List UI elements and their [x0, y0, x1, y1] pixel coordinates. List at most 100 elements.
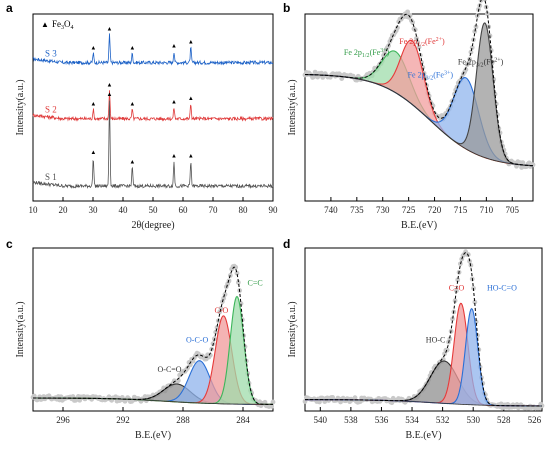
series-label-S2: S 2 — [45, 105, 57, 115]
peak-marker: ▲ — [90, 45, 96, 51]
raw-data-point — [233, 264, 239, 270]
panel-d: d 540 538 536 534 532 530 528 526 B.E.(eV) Intensi… — [283, 237, 545, 441]
raw-data-point — [485, 11, 490, 17]
x-tick-label-c: 284 — [236, 415, 250, 425]
peak-annotation-b-2: Fe 2p3/2(Fe3+) — [408, 71, 454, 82]
raw-data-point — [410, 20, 416, 25]
peak-marker: ▲ — [171, 154, 177, 160]
raw-data-point — [302, 399, 308, 404]
y-axis-label-c: Intensity(a.u.) — [15, 301, 26, 357]
raw-data-point — [463, 67, 469, 73]
x-tick-label-b: 705 — [506, 205, 520, 215]
component-fill-b-1 — [305, 40, 533, 166]
peak-marker: ▲ — [107, 27, 113, 33]
x-tick-label-b: 715 — [454, 205, 468, 215]
x-axis-label-c: B.E.(eV) — [135, 430, 171, 441]
x-tick-label-d: 526 — [528, 415, 542, 425]
x-tick-label-b: 725 — [402, 205, 416, 215]
panel-letter-d: d — [283, 237, 290, 251]
panel-letter-b: b — [283, 1, 290, 15]
x-tick-label-b: 730 — [376, 205, 390, 215]
component-fill-c-3 — [33, 296, 273, 405]
x-tick-label-d: 540 — [314, 415, 328, 425]
series-line-S1 — [32, 100, 274, 189]
peak-annotation-c-2: C-O — [215, 306, 229, 315]
envelope-b — [304, 0, 534, 167]
series-label-S3: S 3 — [45, 49, 57, 59]
peak-annotation-d-0: HO-C — [426, 336, 446, 345]
peak-marker: ▲ — [171, 43, 177, 49]
raw-data-point — [416, 44, 422, 50]
x-tick-label-a: 60 — [179, 205, 189, 215]
legend-a: ▲ Fe3O4 — [41, 19, 74, 31]
peak-marker: ▲ — [171, 100, 177, 106]
raw-data-point — [444, 347, 450, 353]
component-fill-b-3 — [305, 22, 533, 166]
series-line-S2 — [32, 90, 274, 122]
raw-data-point — [447, 336, 453, 342]
x-tick-label-c: 292 — [116, 415, 130, 425]
peak-marker: ▲ — [129, 45, 135, 51]
raw-data-point — [270, 399, 276, 405]
x-axis-label-d: B.E.(eV) — [405, 430, 441, 441]
raw-data-point — [407, 13, 413, 18]
y-axis-label-d: Intensity(a.u.) — [287, 301, 298, 357]
raw-data-point — [415, 39, 421, 45]
plot-frame-d — [304, 247, 543, 412]
peak-annotation-d-1: C=O — [449, 283, 465, 292]
raw-data-point — [207, 352, 213, 358]
x-tick-label-a: 50 — [149, 205, 159, 215]
raw-data-point — [472, 29, 478, 34]
peak-marker: ▲ — [107, 83, 113, 89]
x-tick-label-d: 532 — [436, 415, 450, 425]
peak-annotation-b-3: Fe 2p3/2(Fe2+) — [458, 58, 504, 69]
x-tick-label-a: 10 — [29, 205, 39, 215]
y-axis-label-b: Intensity(a.u.) — [287, 79, 298, 135]
raw-data-point — [469, 45, 475, 50]
x-tick-label-d: 530 — [466, 415, 480, 425]
panel-letter-c: c — [6, 237, 13, 251]
x-axis-label-b: B.E.(eV) — [401, 220, 437, 231]
raw-data-point — [221, 295, 227, 301]
plot-frame-a — [32, 13, 274, 202]
panel-c: c 296 292 288 284 B.E.(eV) Intensity(a.u.) O-C=… — [6, 237, 276, 441]
peak-marker: ▲ — [188, 96, 194, 102]
panel-b: b 740 735 730 725 720 715 710 705 B.E.(eV) Intensi… — [283, 0, 536, 231]
raw-data-point — [213, 329, 219, 335]
raw-data-point — [405, 9, 410, 15]
x-tick-label-d: 536 — [375, 415, 389, 425]
raw-data-point — [455, 277, 461, 283]
peak-marker: ▲ — [90, 150, 96, 156]
peak-marker: ▲ — [107, 92, 113, 98]
raw-data-point — [269, 403, 275, 409]
envelope-d — [305, 252, 542, 407]
peak-annotation-c-3: C=C — [248, 279, 263, 288]
x-tick-label-b: 740 — [324, 205, 338, 215]
raw-data-point — [468, 49, 474, 55]
raw-data-point — [235, 280, 241, 285]
x-tick-label-a: 20 — [59, 205, 69, 215]
peak-annotation-d-2: HO-C=O — [487, 283, 517, 292]
x-tick-label-c: 296 — [56, 415, 70, 425]
raw-data-point — [218, 306, 224, 311]
legend-marker-a: ▲ — [41, 20, 49, 29]
peak-annotation-b-1: Fe 2p1/2(Fe2+) — [399, 37, 445, 48]
raw-data-point — [473, 24, 479, 30]
raw-data-point — [317, 399, 322, 405]
y-axis-label-a: Intensity(a.u.) — [15, 79, 26, 135]
x-tick-label-d: 534 — [405, 415, 419, 425]
component-fill-d-0 — [305, 361, 542, 406]
peak-marker: ▲ — [188, 40, 194, 46]
x-tick-label-b: 710 — [480, 205, 494, 215]
baseline-b — [304, 74, 534, 167]
peak-marker: ▲ — [129, 159, 135, 165]
raw-data-point — [520, 160, 526, 166]
plot-frame-b — [304, 13, 534, 202]
panel-a: a 10 20 30 40 50 60 70 80 90 2θ(degree) Intensity(a… — [6, 1, 278, 231]
raw-data-point — [352, 395, 358, 401]
raw-data-point — [214, 325, 220, 330]
x-tick-label-a: 80 — [239, 205, 249, 215]
raw-data-point — [514, 163, 519, 169]
peak-annotation-c-0: O-C=O — [158, 365, 182, 374]
series-line-S3 — [32, 33, 274, 66]
